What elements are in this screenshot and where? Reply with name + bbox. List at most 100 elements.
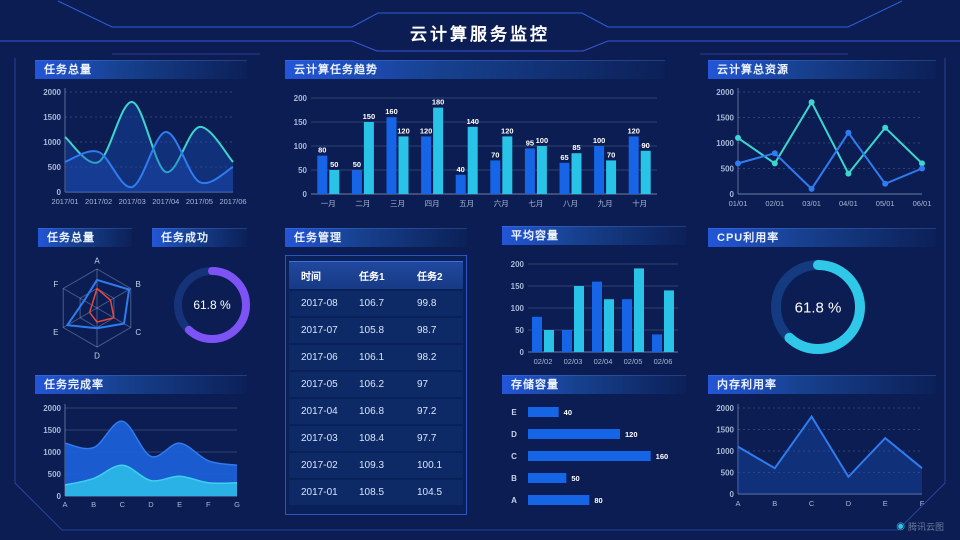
panel-title-avg-capacity: 平均容量 — [502, 226, 686, 245]
table-cell: 98.7 — [405, 318, 463, 343]
task-table-header: 时间 任务1 任务2 — [289, 261, 463, 289]
svg-text:十月: 十月 — [632, 198, 647, 208]
svg-text:0: 0 — [730, 190, 735, 199]
svg-text:四月: 四月 — [425, 199, 440, 208]
table-cell: 2017-06 — [289, 345, 347, 370]
svg-text:D: D — [148, 500, 154, 509]
svg-text:C: C — [511, 452, 517, 461]
chart-task-total-line[interactable]: 0 500 1000 1500 2000 2017/01 2017/02 2017/03 201… — [35, 82, 247, 210]
svg-text:D: D — [94, 352, 100, 361]
table-cell: 2017-05 — [289, 372, 347, 397]
table-cell: 106.2 — [347, 372, 405, 397]
task-table: 时间 任务1 任务2 2017-08 106.7 99.8 2017-07 105.8 98.… — [285, 255, 467, 515]
svg-text:05/01: 05/01 — [876, 199, 895, 208]
panel-title-task-trend: 云计算任务趋势 — [285, 60, 665, 79]
svg-text:0: 0 — [303, 190, 308, 199]
svg-text:100: 100 — [511, 304, 525, 313]
svg-text:85: 85 — [572, 143, 580, 152]
svg-text:500: 500 — [721, 469, 735, 478]
svg-text:500: 500 — [48, 163, 62, 172]
page-title: 云计算服务监控 — [410, 25, 550, 44]
svg-text:70: 70 — [607, 150, 615, 159]
table-cell: 2017-08 — [289, 291, 347, 316]
svg-text:40: 40 — [564, 408, 572, 417]
svg-text:500: 500 — [48, 470, 62, 479]
panel-title-task-total-line: 任务总量 — [35, 60, 247, 79]
svg-text:B: B — [511, 474, 517, 483]
table-cell: 99.8 — [405, 291, 463, 316]
svg-text:120: 120 — [501, 126, 514, 135]
svg-text:1000: 1000 — [716, 139, 734, 148]
svg-text:65: 65 — [560, 153, 568, 162]
chart-avg-capacity[interactable]: 0 50 100 150 200 02/02 02/03 02/04 02/05 02/06 — [502, 248, 686, 370]
svg-text:F: F — [53, 280, 58, 289]
panel-title-task-success: 任务成功 — [152, 228, 247, 247]
table-row: 2017-04 106.8 97.2 — [289, 399, 463, 424]
svg-text:九月: 九月 — [598, 199, 613, 208]
svg-text:120: 120 — [397, 126, 410, 135]
svg-text:2017/04: 2017/04 — [152, 197, 179, 206]
table-row: 2017-05 106.2 97 — [289, 372, 463, 397]
svg-text:06/01: 06/01 — [913, 199, 932, 208]
svg-text:0: 0 — [57, 492, 62, 501]
chart-cpu-donut[interactable]: 61.8 % — [733, 251, 903, 363]
svg-text:95: 95 — [526, 138, 534, 147]
svg-text:180: 180 — [432, 98, 445, 107]
svg-text:1000: 1000 — [43, 138, 61, 147]
svg-text:200: 200 — [294, 94, 308, 103]
svg-text:七月: 七月 — [528, 199, 543, 208]
table-cell: 106.7 — [347, 291, 405, 316]
svg-text:B: B — [772, 499, 777, 508]
svg-text:50: 50 — [571, 474, 579, 483]
svg-text:02/03: 02/03 — [564, 357, 583, 366]
svg-text:03/01: 03/01 — [802, 199, 821, 208]
table-cell: 105.8 — [347, 318, 405, 343]
table-row: 2017-03 108.4 97.7 — [289, 426, 463, 451]
svg-text:A: A — [62, 500, 67, 509]
table-cell: 2017-03 — [289, 426, 347, 451]
svg-text:三月: 三月 — [390, 199, 405, 208]
watermark: ◉ 腾讯云图 — [896, 520, 944, 533]
svg-text:40: 40 — [457, 165, 465, 174]
table-cell: 100.1 — [405, 453, 463, 478]
svg-text:B: B — [91, 500, 96, 509]
svg-text:2000: 2000 — [43, 88, 61, 97]
table-cell: 2017-01 — [289, 480, 347, 505]
chart-memory-line[interactable]: 0 500 1000 1500 2000 A B C D E F — [708, 398, 936, 512]
panel-title-storage: 存储容量 — [502, 375, 686, 394]
svg-text:六月: 六月 — [494, 198, 509, 208]
svg-text:A: A — [735, 499, 740, 508]
chart-task-trend-bars[interactable]: 0 50 100 150 200 一月 二月 三月 四月 五月 六月 七月 八月 九月 十月 80 50 160 1… — [285, 82, 665, 212]
panel-title-task-table: 任务管理 — [285, 228, 467, 247]
panel-title-memory: 内存利用率 — [708, 375, 936, 394]
svg-text:100: 100 — [536, 136, 549, 145]
table-cell: 2017-02 — [289, 453, 347, 478]
table-row: 2017-07 105.8 98.7 — [289, 318, 463, 343]
svg-text:1500: 1500 — [716, 426, 734, 435]
chart-storage-hbar[interactable]: E 40 D 120 C 160 B 50 A 80 — [502, 396, 686, 516]
chart-task-completion[interactable]: 0 500 1000 1500 2000 A B C D E F G — [35, 398, 247, 512]
table-column-header: 任务1 — [347, 261, 405, 289]
svg-text:2017/02: 2017/02 — [85, 197, 112, 206]
svg-text:1000: 1000 — [43, 448, 61, 457]
svg-text:100: 100 — [294, 142, 308, 151]
chart-task-success-donut[interactable]: 61.8 % — [158, 250, 266, 360]
svg-text:2000: 2000 — [43, 404, 61, 413]
svg-text:0: 0 — [520, 348, 525, 357]
svg-text:150: 150 — [294, 118, 308, 127]
svg-text:200: 200 — [511, 260, 525, 269]
svg-text:八月: 八月 — [563, 199, 578, 208]
svg-text:50: 50 — [298, 166, 307, 175]
svg-text:F: F — [206, 500, 211, 509]
chart-cloud-resource[interactable]: 0 500 1000 1500 2000 01/01 02/01 03/01 04/01 05/0… — [708, 82, 936, 212]
panel-title-task-total-radar: 任务总量 — [38, 228, 132, 247]
svg-text:02/02: 02/02 — [534, 357, 553, 366]
svg-text:02/06: 02/06 — [654, 357, 673, 366]
chart-task-total-radar[interactable]: A B C D E F — [38, 247, 156, 365]
svg-text:C: C — [809, 499, 815, 508]
svg-text:04/01: 04/01 — [839, 199, 858, 208]
svg-text:B: B — [136, 280, 141, 289]
svg-text:二月: 二月 — [355, 199, 370, 208]
table-row: 2017-06 106.1 98.2 — [289, 345, 463, 370]
svg-text:100: 100 — [593, 136, 606, 145]
